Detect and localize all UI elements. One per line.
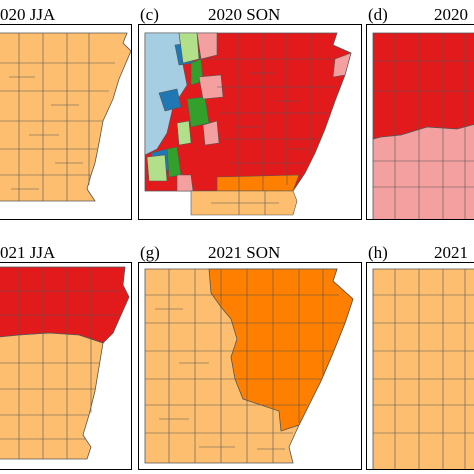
map-h-svg [372,268,474,469]
map-g-svg [144,268,354,464]
state-d-pink [372,123,474,219]
region-pink-3 [332,52,352,78]
panel-b-title: 020 JJA [0,5,56,24]
region-g-orange [208,268,354,432]
panel-g-title: 2021 SON [208,243,281,262]
state-b [0,32,131,202]
region-pink-4 [176,174,194,192]
state-f-red [0,266,130,344]
map-b-svg [0,32,131,202]
region-pink-5 [202,120,220,146]
panel-h-title: 2021 [434,243,468,262]
region-light-green-3 [146,154,168,182]
region-blue-2 [158,88,182,112]
panel-f-title: 021 JJA [0,243,56,262]
map-panel-c [138,24,362,220]
map-panel-h [366,262,474,470]
map-panel-b [0,24,132,220]
map-f-svg [0,266,130,460]
map-panel-f [0,262,132,470]
map-d-svg [372,32,474,219]
panel-d-title: 2020 [434,5,468,24]
map-panel-g [138,262,362,470]
panel-g-letter: (g) [140,243,160,262]
region-green-2 [186,96,210,128]
map-c-svg [144,32,352,216]
map-panel-d [366,24,474,220]
panel-c-title: 2020 SON [208,5,281,24]
panel-d-letter: (d) [368,5,388,24]
region-pink-2 [198,74,224,100]
region-light-green-2 [176,120,192,146]
region-pink-1 [196,32,218,60]
state-f-orange [0,332,104,460]
state-h [372,268,474,469]
panel-c-letter: (c) [140,5,159,24]
panel-h-letter: (h) [368,243,388,262]
state-d-red [372,32,474,140]
